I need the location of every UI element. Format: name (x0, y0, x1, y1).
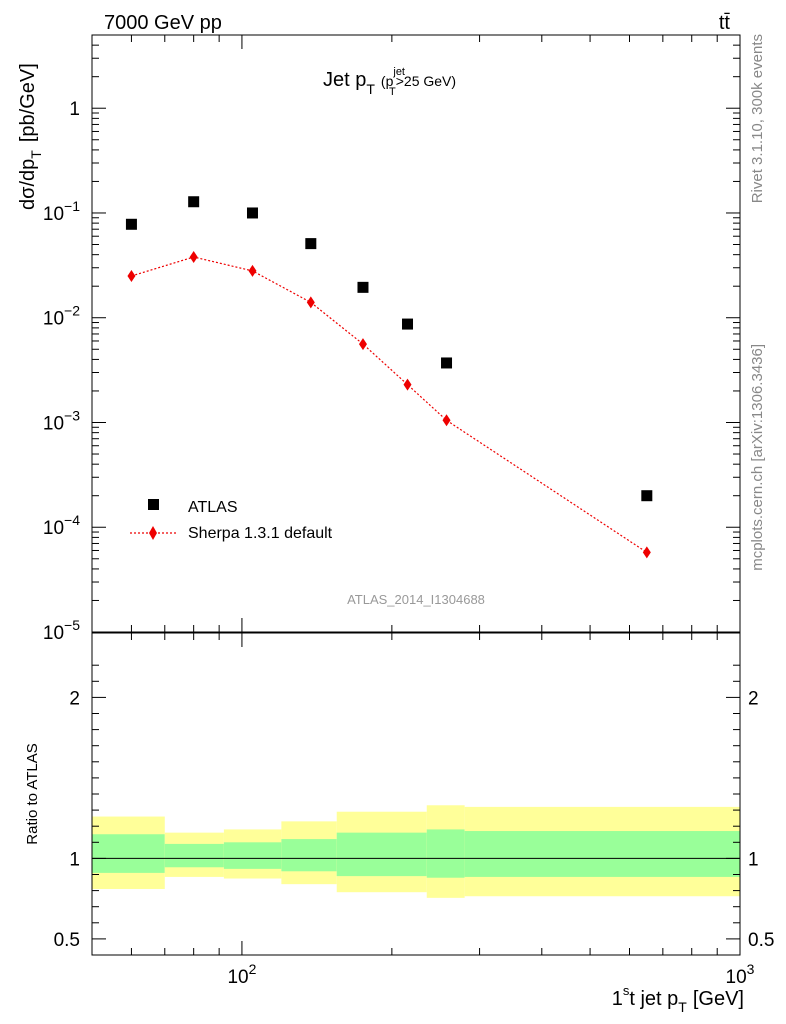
ratio-band-inner (426, 829, 465, 878)
analysis-id: ATLAS_2014_I1304688 (347, 592, 485, 607)
ratio-band-inner (336, 832, 427, 877)
energy-label: 7000 GeV pp (104, 12, 222, 34)
sherpa-point (306, 296, 315, 309)
atlas-point (188, 196, 200, 208)
atlas-point (402, 318, 414, 330)
legend-sherpa-marker (149, 526, 157, 540)
ratio-axis-ticks (91, 633, 741, 955)
ratio-panel: 0.5 0.5 1 1 2 2 102 103 Ratio to ATLAS 1st jet… (24, 632, 775, 1015)
atlas-point (357, 281, 369, 293)
atlas-point (641, 490, 653, 502)
main-y-tick-labels: 1 10−1 10−2 10−3 10−4 10−5 (43, 99, 80, 644)
sherpa-point (127, 270, 136, 283)
rivet-version-label: Rivet 3.1.10, 300k events (749, 34, 766, 203)
ratio-y-tick-label-right: 0.5 (748, 930, 774, 951)
process-label: tt̄ (719, 12, 731, 34)
sherpa-point (248, 264, 257, 277)
ratio-band-inner (92, 834, 165, 873)
atlas-point (125, 218, 137, 230)
atlas-point (246, 207, 258, 219)
ratio-y-tick-label-right: 2 (748, 688, 759, 709)
x-tick-label: 103 (726, 961, 755, 988)
sherpa-series-line (131, 256, 648, 553)
x-axis-label: 1st jet pT [GeV] (612, 983, 744, 1015)
legend: ATLAS Sherpa 1.3.1 default (130, 499, 333, 542)
ratio-y-tick-label-right: 1 (748, 849, 759, 870)
source-label: mcplots.cern.ch [arXiv:1306.3436] (749, 344, 766, 571)
legend-atlas-label: ATLAS (188, 499, 238, 516)
panel-title: Jet pT (pjet T>25 GeV) (323, 66, 456, 98)
sherpa-series-points (127, 250, 651, 559)
sherpa-point (403, 378, 412, 391)
sherpa-point (642, 546, 651, 559)
main-y-axis-label: dσ/dpT[pb/GeV] (17, 63, 44, 210)
ratio-frame (91, 632, 741, 956)
legend-sherpa-label: Sherpa 1.3.1 default (188, 525, 333, 542)
x-tick-labels: 102 103 (227, 961, 754, 988)
main-panel: 1 10−1 10−2 10−3 10−4 10−5 Jet pT (pjet T>25 Ge… (17, 34, 741, 644)
atlas-point (305, 238, 317, 250)
ratio-y-tick-label: 2 (69, 688, 80, 709)
ratio-band-inner (464, 831, 740, 877)
y-tick-label: 10−2 (43, 303, 80, 330)
ratio-band-inner (164, 843, 224, 868)
atlas-point (441, 357, 453, 369)
y-tick-label: 10−4 (43, 512, 80, 539)
x-tick-label: 102 (227, 961, 256, 988)
ratio-y-tick-label: 0.5 (54, 930, 80, 951)
sherpa-point (358, 338, 367, 351)
main-frame (91, 34, 741, 633)
ratio-y-axis-label: Ratio to ATLAS (24, 743, 41, 844)
ratio-uncertainty-bands (92, 805, 740, 898)
y-tick-label: 10−5 (43, 617, 80, 644)
ratio-y-tick-labels: 0.5 0.5 1 1 2 2 (54, 688, 775, 951)
sherpa-point (442, 414, 451, 427)
y-tick-label: 10−1 (43, 198, 80, 225)
legend-atlas-marker (148, 499, 159, 510)
y-tick-label: 1 (69, 99, 80, 120)
ratio-y-tick-label: 1 (69, 849, 80, 870)
ratio-band-inner (223, 842, 282, 869)
sherpa-point (189, 250, 198, 263)
atlas-series-points (125, 196, 653, 502)
y-tick-label: 10−3 (43, 407, 80, 434)
main-axis-ticks (91, 34, 741, 633)
ratio-band-inner (281, 839, 337, 872)
